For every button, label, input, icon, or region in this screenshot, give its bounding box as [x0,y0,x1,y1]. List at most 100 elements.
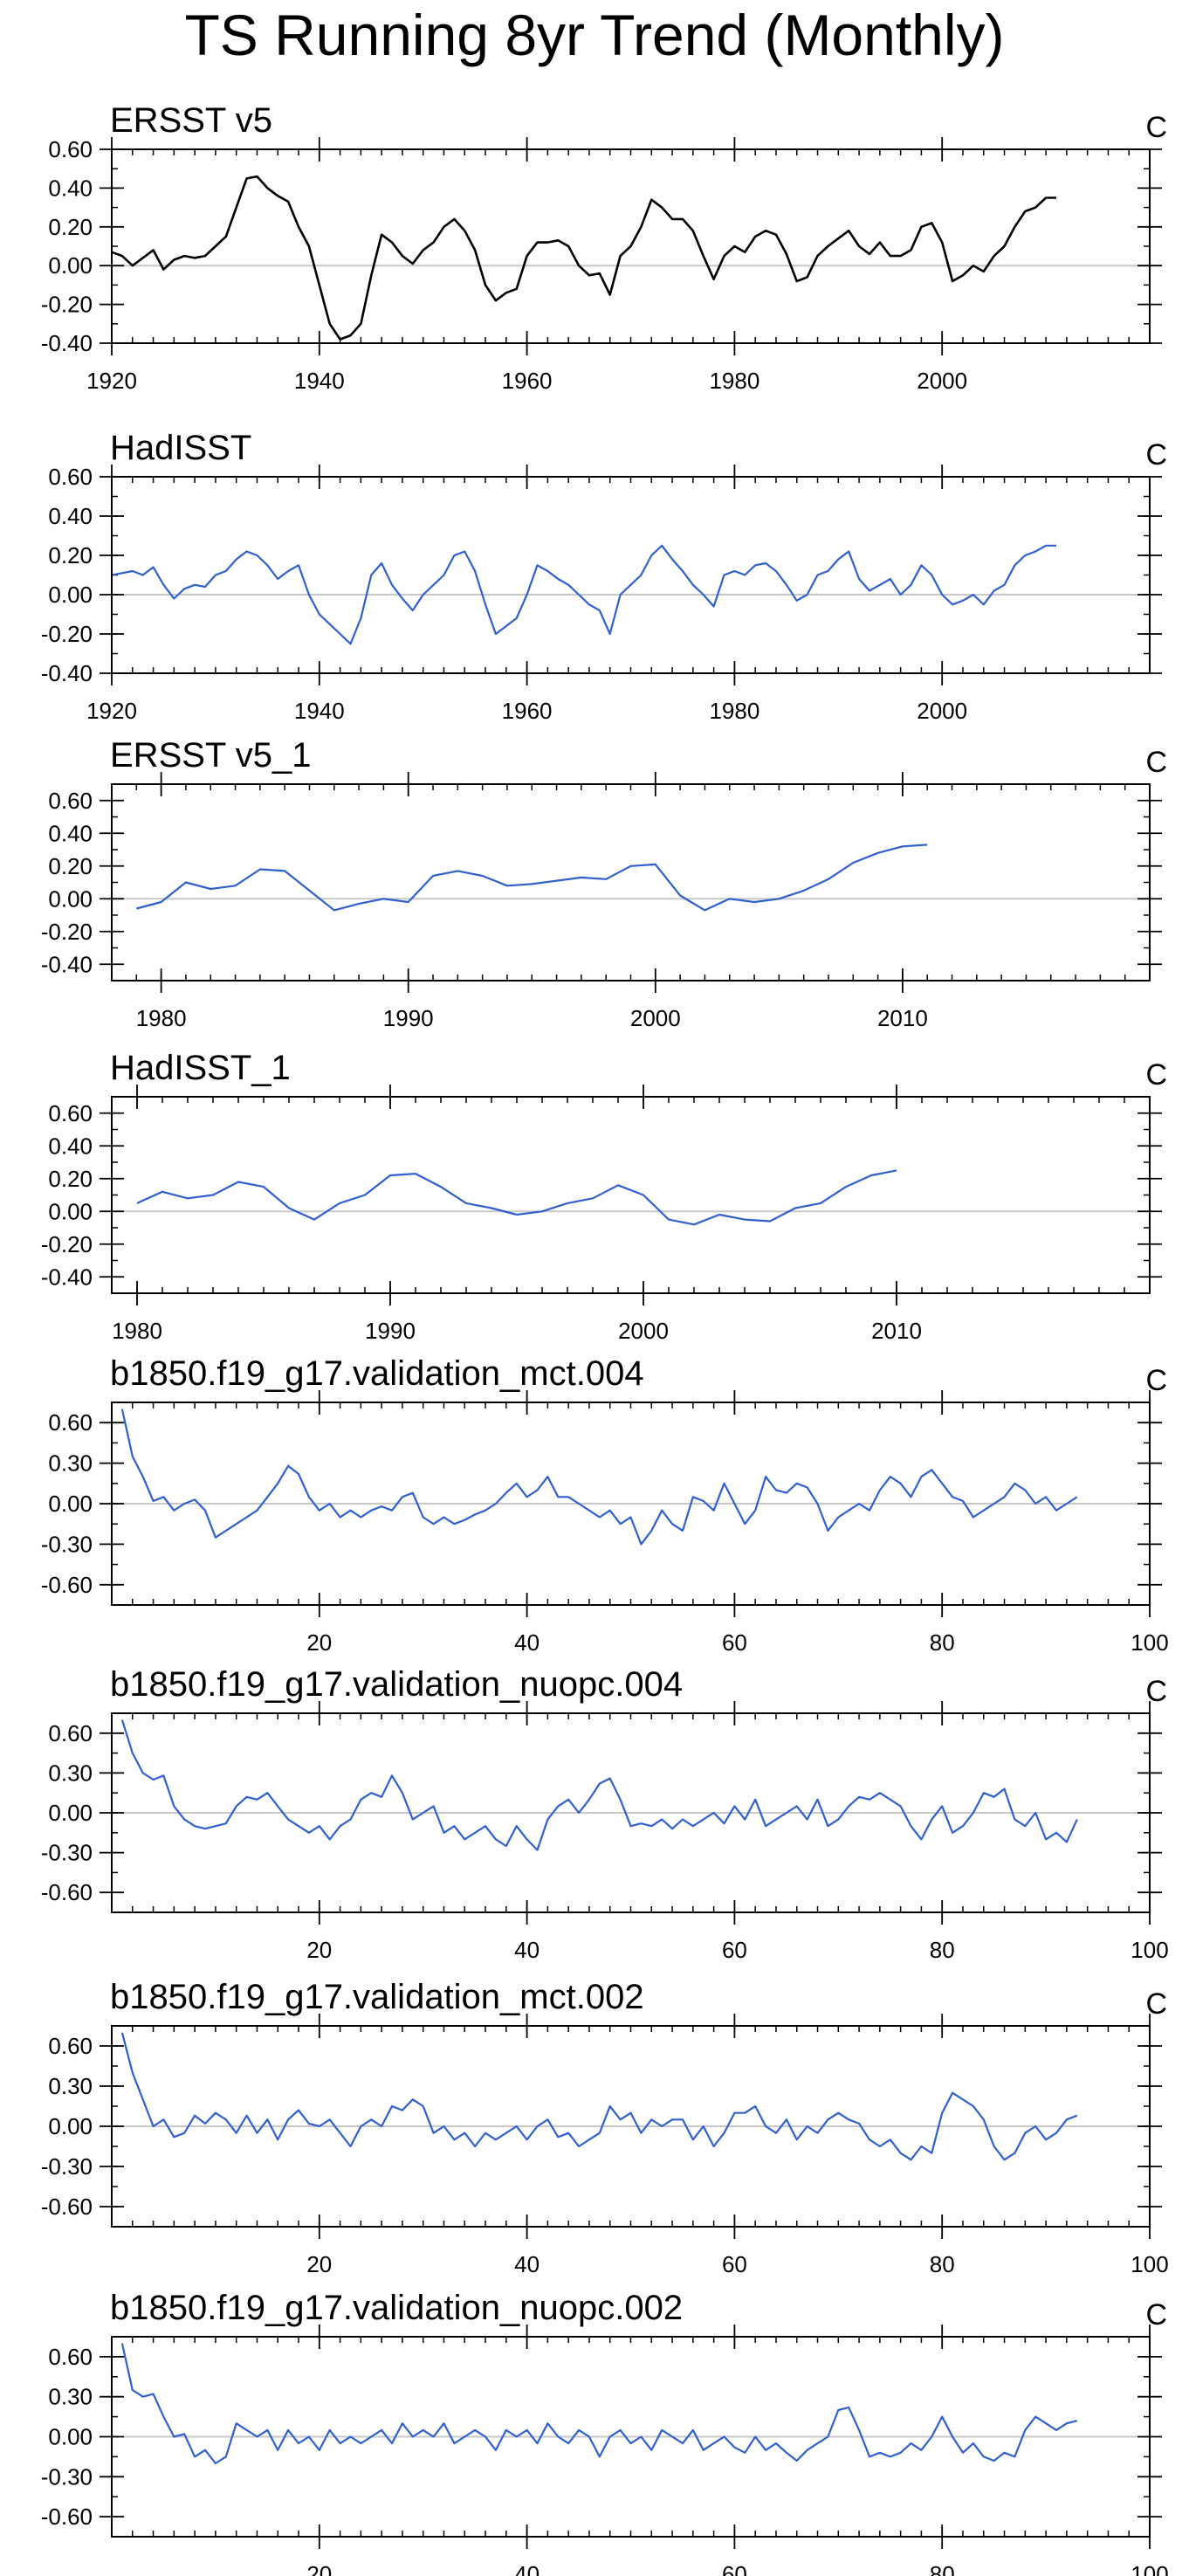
y-tick-label: 0.60 [48,1720,93,1746]
plot-frame [111,1712,1151,1913]
x-tick-label: 1980 [709,368,759,394]
plot-frame [111,148,1151,344]
y-tick-label: -0.60 [41,1879,93,1905]
x-tick-label: 60 [722,2251,747,2277]
x-tick-label: 20 [306,2251,332,2277]
series-line [111,544,1056,645]
x-tick-label: 20 [306,2561,332,2576]
panel-title: b1850.f19_g17.validation_mct.002 [110,1978,644,2016]
y-tick-label: -0.30 [41,1531,93,1557]
y-tick-label: 0.40 [48,175,93,201]
chart-panel-3: ERSST v5_1 C 1980 1990 2000 2010 0.60 0.40 0.20 0… [41,736,1167,1031]
chart-panel-6: b1850.f19_g17.validation_nuopc.004 C20 40 6… [41,1665,1169,1963]
x-tick-label: 1980 [136,1005,187,1031]
plot-frame [111,2025,1151,2228]
units-label: C [1145,111,1167,144]
x-tick-label: 2010 [871,1318,922,1344]
y-tick-label: 0.60 [48,2344,93,2370]
y-tick-label: -0.20 [41,919,93,945]
x-tick-label: 1960 [502,698,553,724]
series-line [120,2343,1078,2465]
y-tick-label: 0.00 [48,2113,93,2139]
y-tick-label: 0.20 [48,853,93,879]
x-tick-label: 40 [514,1937,540,1963]
y-tick-label: -0.30 [41,1840,93,1866]
series-line [120,1719,1078,1851]
plot-frame [111,1402,1151,1606]
x-tick-label: 1920 [86,698,137,724]
panel-title: ERSST v5 [110,101,272,140]
x-tick-label: 1980 [709,698,759,724]
y-tick-label: -0.20 [41,621,93,647]
x-tick-label: 100 [1131,1629,1168,1656]
chart-panel-2: HadISST C 1920 1940 1960 1980 2000 0.60 0.40 0.20… [41,429,1167,724]
y-tick-label: 0.40 [48,820,93,846]
panel-title: HadISST_1 [110,1049,291,1087]
y-tick-label: 0.30 [48,1760,93,1786]
minor-ticks [111,476,1151,674]
series-line [136,1169,897,1226]
y-tick-label: 0.00 [48,2424,93,2450]
y-tick-label: 0.20 [48,214,93,240]
x-tick-label: 80 [930,2251,955,2277]
y-tick-label: -0.40 [41,660,93,686]
x-tick-label: 2000 [630,1005,681,1031]
x-tick-label: 1990 [365,1318,416,1344]
series-line [120,2032,1078,2161]
series-line [120,1409,1078,1546]
minor-ticks [111,1402,1151,1606]
y-tick-label: 0.60 [48,2033,93,2059]
y-tick-label: -0.40 [41,951,93,977]
y-tick-label: -0.20 [41,1231,93,1257]
chart-panel-5: b1850.f19_g17.validation_mct.004 C20 40 60 8… [41,1354,1169,1656]
chart-panel-8: b1850.f19_g17.validation_nuopc.002 C20 40 6… [41,2289,1169,2576]
x-tick-label: 20 [306,1629,332,1656]
plot-frame [111,1096,1151,1294]
x-tick-label: 60 [722,1937,747,1963]
x-tick-label: 40 [514,2251,540,2277]
panel-title: ERSST v5_1 [110,736,312,775]
chart-panel-4: HadISST_1 C 1980 1990 2000 2010 0.60 0.40 0.20 0.… [41,1049,1167,1344]
x-tick-label: 20 [306,1937,332,1963]
x-tick-label: 1980 [112,1318,162,1344]
series-line [111,175,1056,341]
x-tick-label: 1920 [86,368,137,394]
x-tick-label: 1940 [294,698,345,724]
x-tick-label: 1960 [502,368,553,394]
minor-ticks [111,783,1151,981]
y-tick-label: 0.40 [48,1133,93,1159]
x-tick-label: 2000 [917,698,967,724]
x-tick-label: 60 [722,1629,747,1656]
units-label: C [1145,746,1167,779]
panel-title: b1850.f19_g17.validation_nuopc.004 [110,1665,683,1704]
units-label: C [1145,1058,1167,1092]
x-tick-label: 80 [930,1937,955,1963]
x-tick-label: 100 [1131,2561,1168,2576]
y-tick-label: -0.30 [41,2153,93,2180]
y-tick-label: 0.60 [48,1100,93,1126]
y-tick-label: 0.30 [48,2384,93,2410]
x-tick-label: 2010 [877,1005,928,1031]
chart-panel-1: ERSST v5 C 1920 1940 1960 1980 2000 0.60 0.40 0.2… [41,101,1167,394]
plot-frame [111,476,1151,674]
y-tick-label: 0.00 [48,1800,93,1826]
panel-title: b1850.f19_g17.validation_nuopc.002 [110,2289,683,2327]
y-tick-label: 0.00 [48,885,93,912]
x-tick-label: 2000 [618,1318,669,1344]
y-tick-label: -0.60 [41,2504,93,2530]
y-tick-label: -0.60 [41,2194,93,2220]
y-tick-label: 0.60 [48,136,93,162]
x-tick-label: 1940 [294,368,345,394]
chart-panel-7: b1850.f19_g17.validation_mct.002 C20 40 60 8… [41,1978,1169,2277]
x-tick-label: 1990 [383,1005,434,1031]
x-tick-label: 100 [1131,1937,1168,1963]
x-tick-label: 40 [514,2561,540,2576]
series-line [136,844,928,912]
units-label: C [1145,438,1167,472]
y-tick-label: 0.60 [48,1409,93,1436]
y-tick-label: -0.40 [41,330,93,356]
y-tick-label: 0.40 [48,503,93,529]
y-tick-label: -0.30 [41,2463,93,2490]
y-tick-label: 0.00 [48,1491,93,1517]
